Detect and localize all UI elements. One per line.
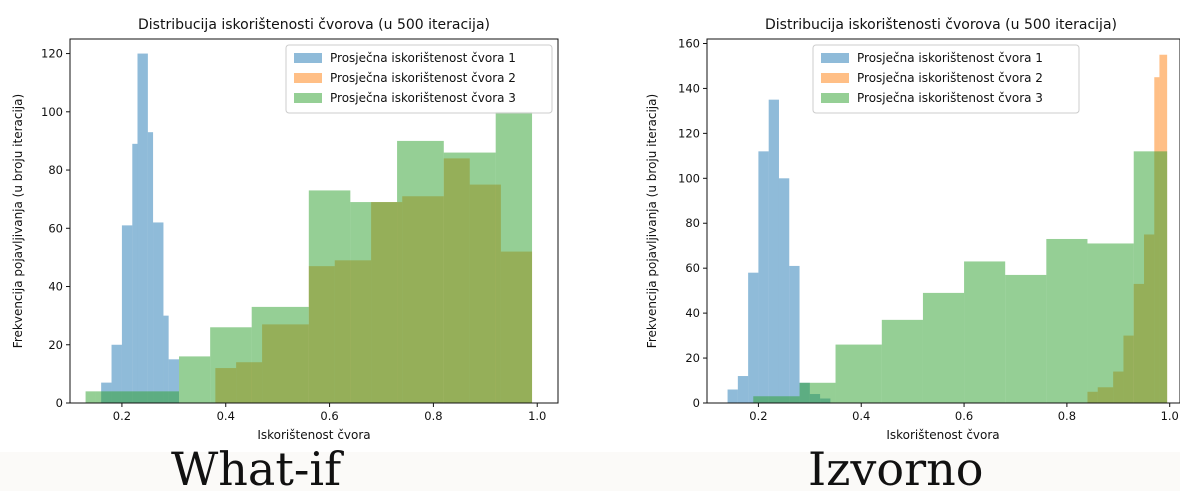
legend-swatch (821, 73, 849, 83)
figure: 0.2 0.4 0.6 0.8 1.0 0 20 40 60 80 100 120 Distribuci… (11, 17, 1180, 442)
bar (210, 327, 252, 403)
bar (727, 389, 738, 403)
y-tick-label: 100 (41, 105, 63, 119)
y-tick-label: 100 (678, 171, 700, 185)
y-axis-label: Frekvencija pojavljivanja (u broju itera… (11, 94, 25, 348)
y-tick-label: 140 (678, 81, 700, 95)
x-tick-label: 0.2 (113, 409, 131, 423)
bar (179, 356, 211, 403)
chart-panel-1: 0.2 0.4 0.6 0.8 1.0 0 20 40 60 80 100 120 Distribuci… (11, 17, 559, 442)
x-axis-label: Iskorištenost čvora (257, 428, 370, 442)
bar (799, 382, 836, 403)
series-1-bars (101, 53, 180, 404)
plot-frame (706, 38, 1180, 404)
caption-what-if: What-if (171, 442, 342, 496)
legend-entry: Prosječna iskorištenost čvora 2 (857, 71, 1043, 85)
legend: Prosječna iskorištenost čvora 1 Prosječna… (812, 44, 1080, 114)
legend-entry: Prosječna iskorištenost čvora 1 (857, 51, 1043, 65)
y-tick-label: 40 (48, 280, 63, 294)
legend: Prosječna iskorištenost čvora 1 Prosječna… (285, 44, 553, 114)
bar (308, 190, 351, 403)
bar (789, 265, 800, 403)
y-tick-label: 120 (678, 126, 700, 140)
chart-title: Distribucija iskorištenosti čvorova (u 5… (138, 17, 490, 33)
legend-box (285, 44, 553, 114)
legend-box (812, 44, 1080, 114)
series-1-bars (727, 99, 831, 404)
chart-panel-2: 0.2 0.4 0.6 0.8 1.0 0 20 40 60 80 100 120 140 160 Dist… (645, 17, 1180, 442)
legend-swatch (294, 93, 322, 103)
bar (147, 132, 154, 403)
bar (1087, 243, 1134, 403)
legend-swatch (821, 53, 849, 63)
bar (95, 391, 180, 403)
bar (168, 359, 180, 403)
bar (163, 315, 169, 403)
x-tick-label: 0.4 (852, 409, 870, 423)
bar (753, 396, 800, 403)
bar (768, 99, 779, 404)
x-tick-label: 0.4 (217, 409, 235, 423)
y-tick-label: 20 (685, 351, 700, 365)
x-tick-label: 0.8 (1058, 409, 1076, 423)
bar (1133, 151, 1168, 403)
y-tick-label: 60 (685, 261, 700, 275)
bar (495, 111, 533, 404)
bar (748, 272, 759, 403)
bar (111, 344, 122, 403)
bar (737, 376, 749, 403)
caption-band (0, 452, 1180, 491)
y-axis-label: Frekvencija pojavljivanja (u broju itera… (645, 94, 659, 348)
y-tick-label: 160 (678, 36, 700, 50)
bar (881, 319, 923, 403)
x-tick-label: 0.8 (424, 409, 442, 423)
y-tick-label: 80 (48, 163, 63, 177)
bar (835, 344, 882, 403)
x-axis-label: Iskorištenost čvora (886, 428, 999, 442)
bar (85, 391, 96, 403)
bar (758, 151, 769, 403)
bar (153, 222, 164, 403)
bar (1005, 274, 1047, 403)
caption-izvorno: Izvorno (808, 442, 984, 496)
y-tick-label: 60 (48, 221, 63, 235)
y-tick-label: 20 (48, 338, 63, 352)
legend-entry: Prosječna iskorištenost čvora 3 (330, 91, 516, 105)
bar (121, 225, 133, 403)
y-tick-label: 0 (56, 396, 63, 410)
y-tick-label: 40 (685, 306, 700, 320)
bar (397, 140, 444, 404)
legend-entry: Prosječna iskorištenost čvora 2 (330, 71, 516, 85)
y-tick-label: 0 (693, 396, 700, 410)
bar (922, 292, 965, 403)
legend-entry: Prosječna iskorištenost čvora 3 (857, 91, 1043, 105)
series-3-bars (753, 151, 1168, 403)
plot-frame (69, 38, 559, 404)
legend-swatch (294, 73, 322, 83)
x-tick-label: 1.0 (1161, 409, 1179, 423)
bar (1046, 238, 1088, 403)
legend-entry: Prosječna iskorištenost čvora 1 (330, 51, 516, 65)
y-tick-label: 80 (685, 216, 700, 230)
x-tick-label: 1.0 (528, 409, 546, 423)
legend-swatch (821, 93, 849, 103)
bar (778, 178, 790, 403)
bar (132, 143, 138, 403)
x-tick-label: 0.2 (749, 409, 767, 423)
chart-title: Distribucija iskorištenosti čvorova (u 5… (765, 17, 1117, 33)
bar (964, 261, 1006, 403)
series-3-bars (85, 111, 533, 404)
bar (443, 152, 496, 403)
bar (137, 53, 148, 404)
x-tick-label: 0.6 (320, 409, 338, 423)
bar (251, 306, 309, 403)
legend-swatch (294, 53, 322, 63)
y-tick-label: 120 (41, 47, 63, 61)
x-tick-label: 0.6 (955, 409, 973, 423)
bar (350, 202, 398, 403)
